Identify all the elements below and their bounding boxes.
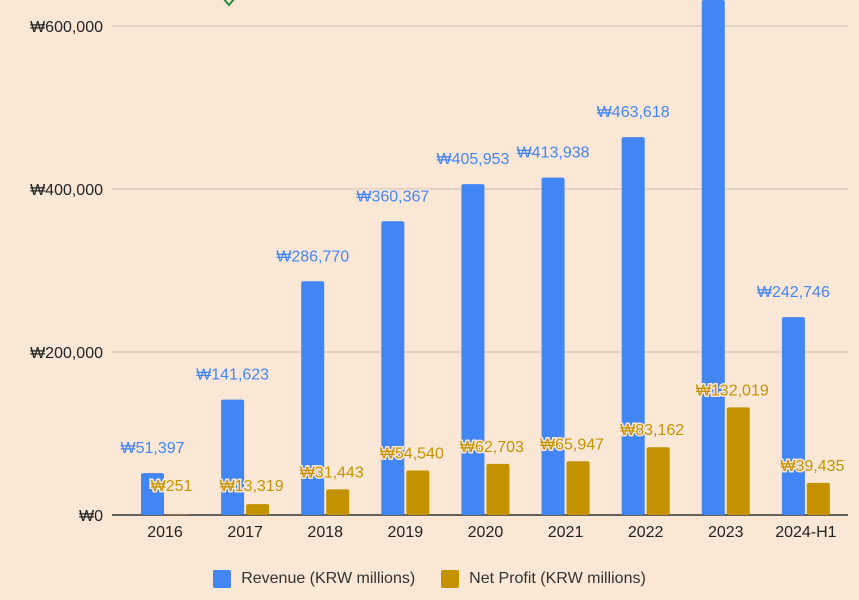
revenue-value-label: ₩141,623: [196, 367, 269, 384]
revenue-bar: [461, 184, 485, 515]
y-tick-label: ₩0: [79, 508, 103, 525]
legend-label-profit: Net Profit (KRW millions): [469, 570, 646, 587]
profit-value-label: ₩83,162: [620, 422, 684, 439]
profit-value-label: ₩65,947: [540, 436, 604, 453]
legend-swatch-profit: [441, 570, 460, 588]
axes: ₩0 ₩200,000 ₩400,000 ₩600,000 2016 2017 2018 20…: [30, 19, 848, 541]
revenue-value-label: ₩463,618: [597, 104, 670, 121]
profit-value-label: ₩54,540: [380, 446, 444, 463]
y-tick-label: ₩600,000: [30, 19, 103, 36]
revenue-value-label: ₩405,953: [436, 151, 509, 168]
profit-bar: [406, 470, 430, 515]
profit-value-label: ₩13,319: [220, 478, 284, 495]
x-tick-label: 2020: [468, 524, 504, 541]
x-tick-label: 2022: [628, 524, 664, 541]
diamond-marker-icon: [223, 0, 235, 7]
x-tick-label: 2021: [548, 524, 584, 541]
profit-bar: [566, 461, 590, 515]
revenue-bar: [381, 221, 405, 515]
profit-value-label: ₩62,703: [460, 439, 524, 456]
revenue-bar: [701, 0, 725, 515]
profit-bar: [726, 407, 750, 515]
profit-bar: [646, 447, 670, 515]
revenue-bar: [781, 317, 805, 515]
data-labels: ₩51,397 ₩251 ₩141,623 ₩13,319 ₩286,770 ₩31,44…: [119, 103, 846, 497]
x-tick-label: 2018: [307, 524, 343, 541]
revenue-bar: [621, 137, 645, 515]
bars: [141, 0, 830, 515]
revenue-bar: [221, 399, 245, 515]
legend-swatch-revenue: [213, 570, 232, 588]
revenue-value-label: ₩360,367: [356, 188, 429, 205]
legend-label-revenue: Revenue (KRW millions): [241, 570, 416, 587]
y-tick-label: ₩400,000: [30, 182, 103, 199]
profit-bar: [326, 489, 350, 515]
revenue-bar: [301, 281, 325, 515]
legend-item-profit[interactable]: Net Profit (KRW millions): [441, 570, 646, 588]
profit-value-label: ₩39,435: [780, 458, 844, 475]
profit-value-label: ₩31,443: [300, 464, 364, 481]
x-tick-label: 2024-H1: [775, 524, 836, 541]
profit-value-label: ₩251: [151, 478, 193, 495]
profit-bar: [246, 504, 270, 515]
x-tick-label: 2017: [227, 524, 263, 541]
legend: Revenue (KRW millions) Net Profit (KRW m…: [0, 565, 859, 593]
bar-chart: ₩0 ₩200,000 ₩400,000 ₩600,000 2016 2017 2018 20…: [30, 0, 848, 541]
revenue-bar: [141, 473, 164, 515]
profit-bar: [806, 482, 830, 515]
revenue-bar: [541, 177, 565, 515]
revenue-value-label: ₩242,746: [757, 284, 830, 301]
x-tick-label: 2016: [147, 524, 183, 541]
profit-value-label: ₩132,019: [696, 382, 769, 399]
revenue-value-label: ₩286,770: [276, 248, 349, 265]
revenue-value-label: ₩413,938: [517, 145, 590, 162]
profit-bar: [486, 463, 510, 515]
legend-item-revenue[interactable]: Revenue (KRW millions): [213, 570, 415, 588]
x-tick-label: 2019: [388, 524, 424, 541]
revenue-value-label: ₩51,397: [120, 440, 184, 457]
x-tick-label: 2023: [708, 524, 744, 541]
y-tick-label: ₩200,000: [30, 345, 103, 362]
